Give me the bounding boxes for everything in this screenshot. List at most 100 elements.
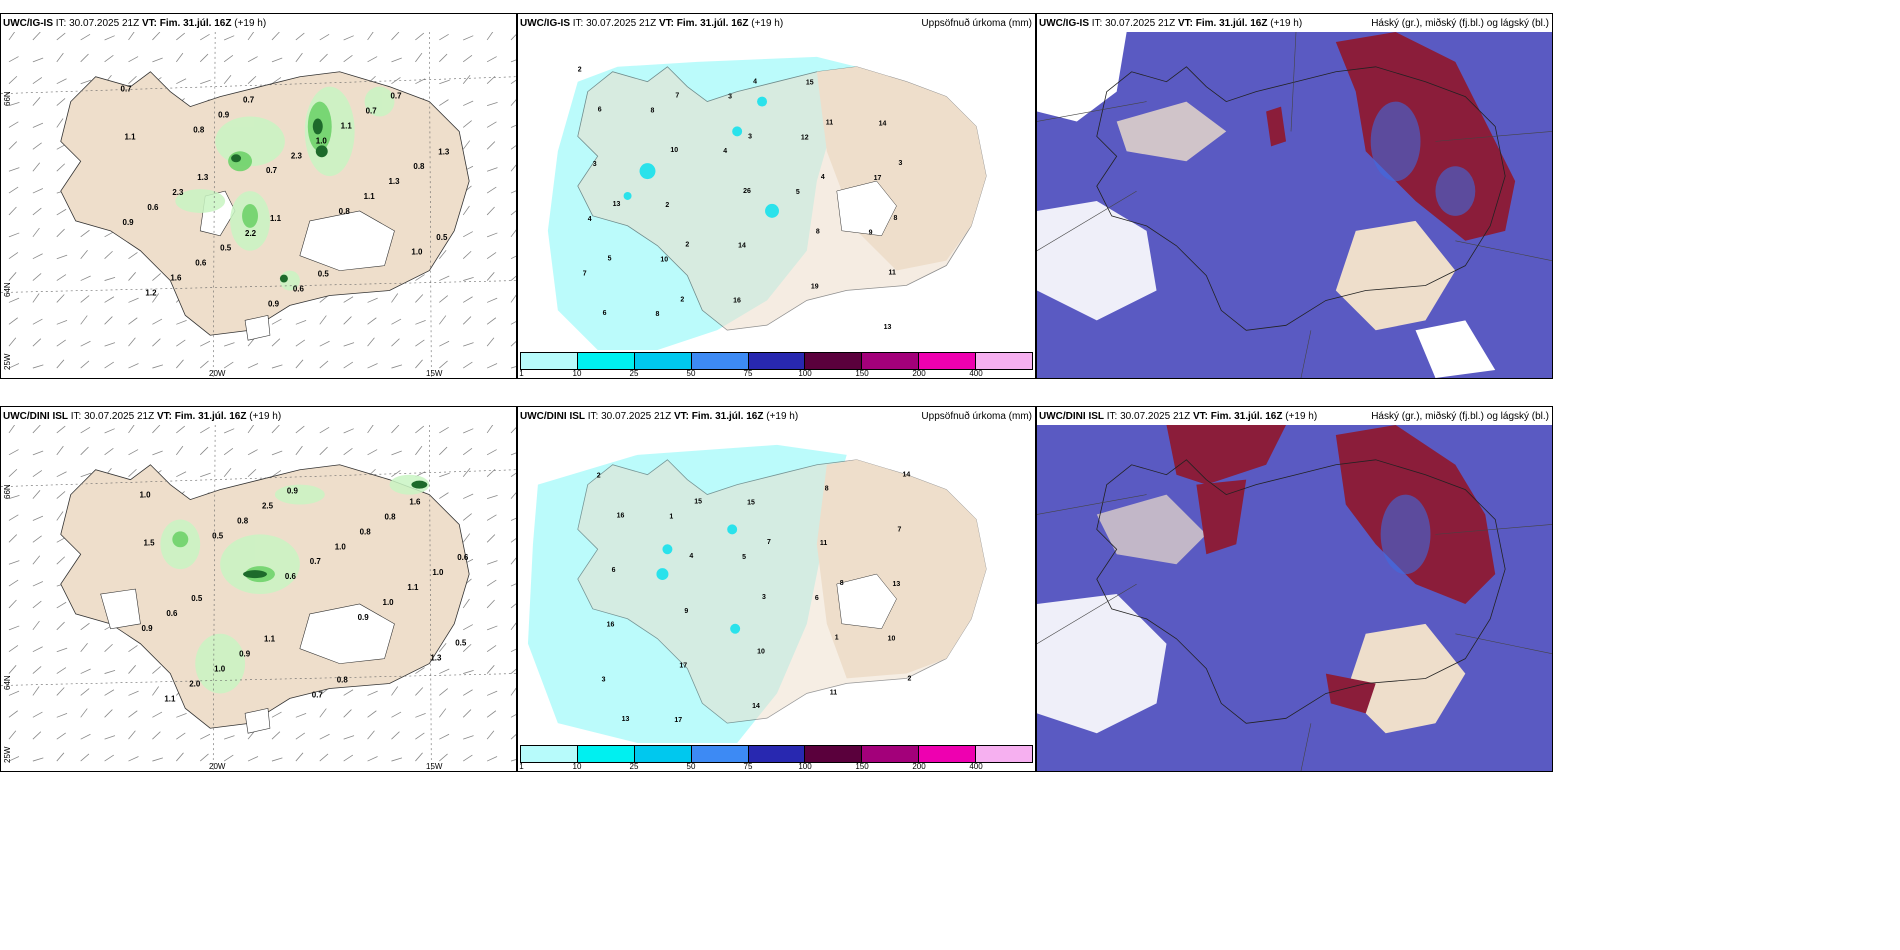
wind-barb (223, 54, 234, 63)
wind-barb (462, 643, 472, 652)
cloud-map (1037, 425, 1552, 771)
wind-barb (56, 752, 65, 762)
land-clear (1096, 494, 1207, 565)
precip-colorbar: 1 10 25 50 75 100 150 200 400 (518, 743, 1035, 771)
wind-barb (510, 427, 516, 434)
wind-barb (176, 732, 186, 740)
colorbar-tick: 100 (798, 369, 812, 378)
wind-barb (510, 472, 516, 478)
colorbar-tick: 400 (969, 369, 983, 378)
wind-barb (152, 711, 163, 718)
wind-barb (486, 363, 498, 369)
wind-barb (510, 190, 516, 194)
colorbar-swatch (521, 353, 578, 369)
wind-barb (439, 275, 450, 281)
wind-barb (462, 533, 471, 543)
wind-barb (462, 296, 473, 303)
wind-barb (391, 293, 399, 303)
panel-title: UWC/DINI ISL IT: 30.07.2025 21Z VT: Fim.… (520, 411, 799, 422)
wind-barb (367, 297, 378, 303)
wind-map-svg: 1.0 0.5 0.6 0.9 1.3 1.1 0.8 0.7 1.0 0.5 2.0 2.5 1.0 1… (1, 425, 516, 771)
wind-barb (486, 206, 495, 216)
wind-barb (343, 296, 354, 303)
colorbar-swatches (520, 352, 1033, 370)
wind-barb (462, 140, 471, 150)
wind-barb (80, 79, 92, 85)
wind-barb (8, 730, 17, 740)
wind-barb (56, 667, 67, 674)
value-label: 0.9 (268, 299, 280, 308)
wind-barb (510, 34, 516, 41)
colorbar-tick: 150 (855, 762, 869, 771)
wind-barb (104, 689, 115, 696)
wind-barb (486, 730, 495, 740)
wind-barb (462, 467, 471, 477)
wind-barb (510, 517, 516, 521)
wind-barb (8, 272, 17, 281)
wind-barb (128, 297, 139, 303)
wind-barb (32, 364, 44, 369)
wind-barb (319, 733, 330, 740)
wind-barb (8, 468, 18, 477)
wind-barb (8, 625, 20, 631)
wind-barb (343, 361, 354, 369)
wind-barb (128, 730, 136, 740)
wind-barb (56, 687, 65, 696)
wind-barb (510, 275, 516, 281)
wind-barb (510, 255, 516, 260)
value-label: 0.9 (358, 613, 370, 622)
wind-barb (128, 449, 139, 456)
wind-barb (319, 33, 330, 41)
wind-barb (104, 447, 114, 456)
wind-barb (271, 757, 283, 762)
wind-barb (367, 730, 375, 740)
wind-barb (32, 122, 44, 128)
wind-barb (128, 645, 138, 653)
wind-barb (367, 710, 377, 718)
colorbar-swatch (691, 746, 749, 762)
wind-barb (32, 600, 42, 609)
iceland-coastline (1096, 66, 1506, 331)
value-label: 2 (597, 473, 601, 480)
wind-barb (247, 32, 255, 41)
wind-barb (56, 320, 68, 325)
value-label: 0.6 (293, 285, 305, 294)
wind-barb (8, 449, 19, 456)
value-label: 1.1 (125, 132, 137, 141)
value-label: 14 (903, 472, 911, 479)
value-label: 8 (840, 580, 844, 587)
glacier (244, 707, 271, 734)
wind-barb (56, 339, 66, 347)
value-label: 4 (753, 79, 757, 86)
wind-barb (8, 102, 20, 106)
wind-barb (486, 32, 494, 41)
wind-barb (176, 425, 186, 434)
value-label: 16 (733, 297, 741, 304)
value-label: 1.1 (407, 583, 419, 592)
value-label: 8 (650, 107, 654, 114)
wind-barb (319, 53, 328, 63)
wind-barb (128, 75, 137, 84)
wind-barb (463, 624, 473, 631)
wind-barb (271, 318, 282, 325)
precip-map-svg: 2 8 4 5 9 7 8 3 12 17 4 10 16 15 14 3 2 14 19 13 6 10 26 8 11 6 7 3… (547, 56, 987, 350)
wind-barb (32, 162, 41, 172)
wind-barb (486, 75, 496, 84)
value-label: 2.3 (172, 188, 184, 197)
value-label: 0.6 (166, 609, 178, 618)
value-label: 1.3 (388, 177, 400, 186)
lon-label: 20W (209, 369, 226, 378)
wind-barb (32, 470, 43, 478)
wind-barb (56, 471, 67, 478)
precip-labels: 2 8 4 5 9 7 8 3 12 17 4 10 16 15 14 3 2 14 19 13 6 10 26 8 11 6 7 3… (578, 67, 903, 331)
wind-barb (128, 56, 139, 63)
wind-barb (510, 229, 516, 238)
value-label: 2 (907, 675, 911, 682)
wind-labels: 0.7 0.8 0.7 0.8 1.0 1.2 0.9 2.3 1.1 0.5 1.6 0.7 1.0 1… (121, 85, 450, 309)
wind-barb (128, 690, 139, 696)
wind-barb (104, 428, 115, 434)
wind-barb (8, 252, 19, 260)
value-label: 2.0 (189, 679, 201, 688)
value-label: 10 (660, 257, 668, 264)
cloud-map-svg (1037, 425, 1552, 771)
